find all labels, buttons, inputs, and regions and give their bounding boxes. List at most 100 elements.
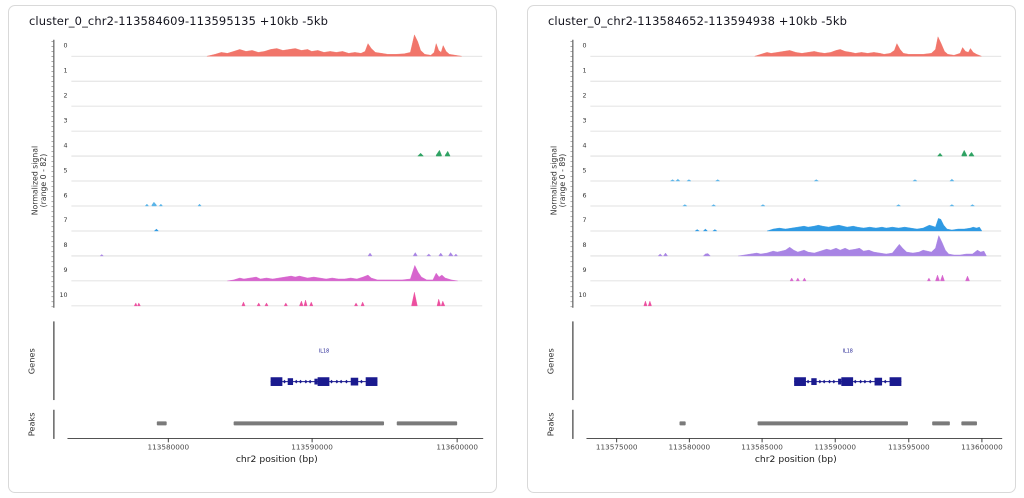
signal-area xyxy=(417,152,424,157)
genes-section-label: Genes xyxy=(545,348,555,374)
signal-area xyxy=(438,252,444,257)
peaks-section: Peaks xyxy=(545,409,977,439)
x-axis-tick-label: 113590000 xyxy=(814,443,856,452)
x-axis-tick-label: 113580000 xyxy=(148,443,190,452)
x-axis-tick-label: 113585000 xyxy=(741,443,783,452)
gene-exon xyxy=(350,377,359,386)
track-number-label: 5 xyxy=(63,167,67,174)
gene-exon xyxy=(270,377,283,386)
peak-bar xyxy=(156,421,167,426)
genes-section-label: Genes xyxy=(26,348,36,374)
signal-area xyxy=(256,302,261,307)
signal-area xyxy=(299,300,304,307)
gene-exon xyxy=(314,378,318,385)
signal-area xyxy=(309,301,314,307)
peaks-section-label: Peaks xyxy=(545,412,555,436)
signal-area xyxy=(448,252,454,257)
signal-track-3: 3 xyxy=(63,117,483,132)
gene-model xyxy=(270,377,378,386)
x-axis-title: chr2 position (bp) xyxy=(755,454,837,465)
signal-area xyxy=(949,178,955,182)
x-axis-tick-label: 113575000 xyxy=(596,443,638,452)
signal-area xyxy=(151,201,157,207)
gene-exon xyxy=(841,377,854,386)
signal-area xyxy=(435,149,442,157)
signal-area xyxy=(436,298,441,307)
signal-area xyxy=(926,277,931,282)
signal-area xyxy=(657,253,663,257)
signal-track-6: 6 xyxy=(63,192,483,207)
track-number-label: 9 xyxy=(63,267,67,274)
signal-track-2: 2 xyxy=(582,92,1002,107)
signal-area xyxy=(158,203,163,207)
signal-area xyxy=(802,277,807,282)
x-axis-title: chr2 position (bp) xyxy=(236,454,318,465)
signal-area xyxy=(965,275,970,282)
track-number-label: 7 xyxy=(63,217,67,224)
panel-title-right: cluster_0_chr2-113584652-113594938 +10kb… xyxy=(548,14,848,28)
signal-area xyxy=(241,301,246,307)
track-number-label: 3 xyxy=(582,117,586,124)
panel-title-left: cluster_0_chr2-113584609-113595135 +10kb… xyxy=(29,14,329,28)
gene-name-label: IL18 xyxy=(843,348,853,354)
signal-track-1: 1 xyxy=(582,67,1002,82)
peaks-section-label: Peaks xyxy=(26,412,36,436)
signal-area xyxy=(206,34,462,57)
genome-track-plot-right: Normalized signal (range 0 - 89) 0 1 2 3 4 5 6 7 8… xyxy=(545,36,1003,465)
y-axis-label-line2: (range 0 - 89) xyxy=(558,154,567,208)
signal-area xyxy=(686,179,692,182)
signal-area xyxy=(949,204,955,207)
x-axis-tick-label: 113600000 xyxy=(961,443,1003,452)
track-number-label: 7 xyxy=(582,217,586,224)
genome-track-plot-left: Normalized signal (range 0 - 82) 0 1 2 3 4 5 6 7 8… xyxy=(26,34,484,465)
signal-track-0: 0 xyxy=(63,34,483,57)
signal-area xyxy=(367,252,373,257)
signal-area xyxy=(647,300,652,307)
signal-track-7: 7 xyxy=(582,217,1002,232)
signal-area xyxy=(227,264,458,282)
gene-intron-arrow xyxy=(863,379,867,384)
signal-area xyxy=(702,228,708,232)
gene-exon xyxy=(365,377,378,386)
gene-exon xyxy=(811,378,817,386)
gene-exon xyxy=(794,377,806,386)
peaks-section: Peaks xyxy=(26,409,458,439)
signal-area xyxy=(760,204,766,207)
track-number-label: 0 xyxy=(582,42,586,49)
peak-bar xyxy=(233,421,385,426)
signal-track-3: 3 xyxy=(582,117,1002,132)
x-axis-tick-label: 113600000 xyxy=(436,443,478,452)
signal-area xyxy=(133,302,138,307)
gene-intron-arrow xyxy=(822,379,826,384)
signal-area xyxy=(935,274,940,282)
signal-area xyxy=(453,253,458,257)
signal-y-axis xyxy=(51,39,55,308)
signal-area xyxy=(961,149,967,157)
signal-track-7: 7 xyxy=(63,217,483,232)
x-axis-tick-label: 113580000 xyxy=(669,443,711,452)
signal-area xyxy=(895,204,902,207)
signal-area xyxy=(283,302,288,307)
gene-intron-arrow xyxy=(868,379,872,384)
signal-area xyxy=(99,254,104,257)
gene-intron-arrow xyxy=(335,379,339,384)
track-number-label: 6 xyxy=(582,192,586,199)
signal-track-8: 8 xyxy=(582,234,1002,257)
gene-intron-arrow xyxy=(308,379,312,384)
gene-intron-arrow xyxy=(832,379,836,384)
track-number-label: 9 xyxy=(582,267,586,274)
signal-y-axis xyxy=(570,39,574,308)
signal-track-0: 0 xyxy=(582,36,1002,57)
signal-area xyxy=(912,179,918,182)
signal-area xyxy=(738,234,987,257)
track-number-label: 2 xyxy=(582,92,586,99)
signal-area xyxy=(682,204,688,207)
signal-area xyxy=(411,292,418,307)
signal-area xyxy=(675,178,681,182)
gene-intron-arrow xyxy=(298,379,303,384)
signal-area xyxy=(197,203,202,207)
signal-area xyxy=(694,229,700,232)
signal-track-10: 10 xyxy=(578,292,1002,307)
track-number-label: 8 xyxy=(63,242,67,249)
gene-intron-arrow xyxy=(883,379,887,384)
